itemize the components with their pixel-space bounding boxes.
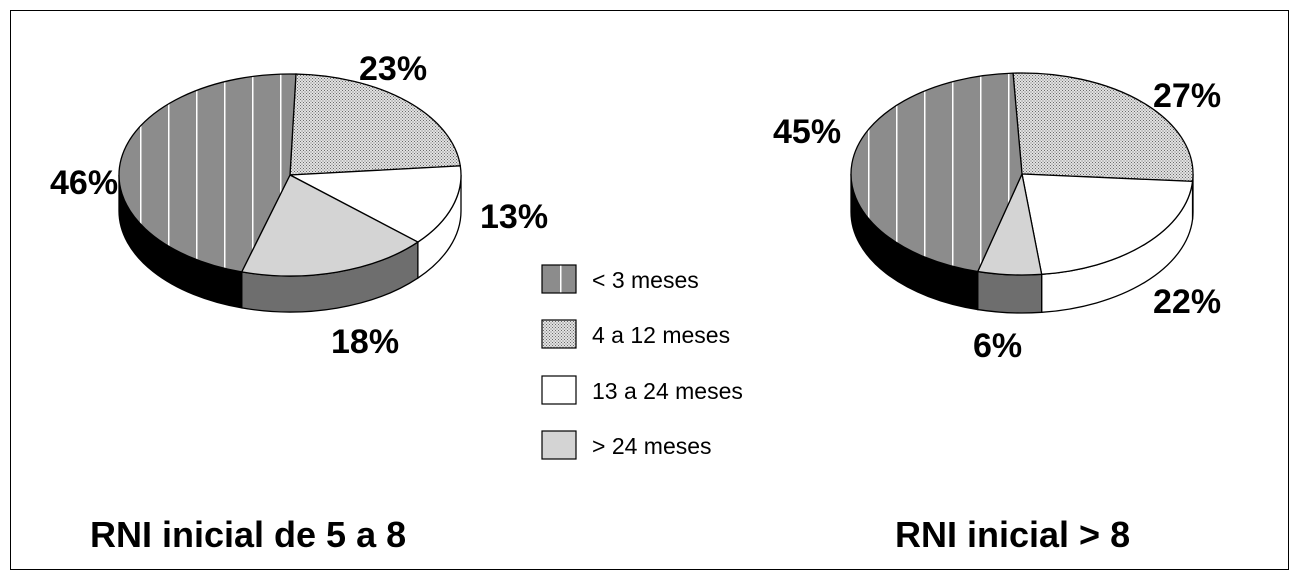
pie2-label-under-3: 45%	[773, 113, 841, 151]
pie1-slice-13-24	[287, 165, 462, 243]
pie2-slice-4-12	[1012, 72, 1194, 183]
legend-swatch-over-24	[541, 430, 577, 460]
pie1-label-13-24: 13%	[480, 198, 548, 236]
pie1-label-4-12: 23%	[359, 50, 427, 88]
pie1-label-under-3: 46%	[50, 164, 118, 202]
legend-item-under-3: < 3 meses	[541, 264, 699, 294]
legend-label-13-24: 13 a 24 meses	[592, 378, 743, 404]
legend-swatch-13-24	[541, 375, 577, 405]
chart-title-rni-5-8: RNI inicial de 5 a 8	[90, 514, 406, 555]
legend-item-4-12: 4 a 12 meses	[541, 319, 730, 349]
legend-label-4-12: 4 a 12 meses	[592, 322, 730, 348]
pie-chart-rni-5-8: 46% 23% 13% 18%	[50, 50, 548, 361]
pie2-label-4-12: 27%	[1153, 77, 1221, 115]
pie2-label-13-24: 22%	[1153, 283, 1221, 321]
pie1-slice-4-12	[289, 73, 462, 176]
chart-title-rni-over-8: RNI inicial > 8	[895, 514, 1130, 555]
pie2-slice-under-3	[850, 72, 1023, 273]
pie1-label-over-24: 18%	[331, 323, 399, 361]
legend-label-under-3: < 3 meses	[592, 267, 699, 293]
pie2-side-over-24	[977, 270, 1043, 314]
legend-label-over-24: > 24 meses	[592, 433, 712, 459]
legend-swatch-under-3	[541, 264, 577, 294]
pie2-label-over-24: 6%	[973, 327, 1022, 365]
legend-item-over-24: > 24 meses	[541, 430, 712, 460]
pie1-slice-under-3	[118, 73, 297, 273]
legend: < 3 meses 4 a 12 meses 13 a 24 meses > 2…	[541, 264, 743, 460]
pie-chart-rni-over-8: 45% 27% 22% 6%	[773, 72, 1221, 365]
legend-swatch-4-12	[541, 319, 577, 349]
pie2-slice-13-24	[1021, 173, 1194, 276]
legend-item-13-24: 13 a 24 meses	[541, 375, 743, 405]
pie1-slice-over-24	[240, 174, 420, 277]
